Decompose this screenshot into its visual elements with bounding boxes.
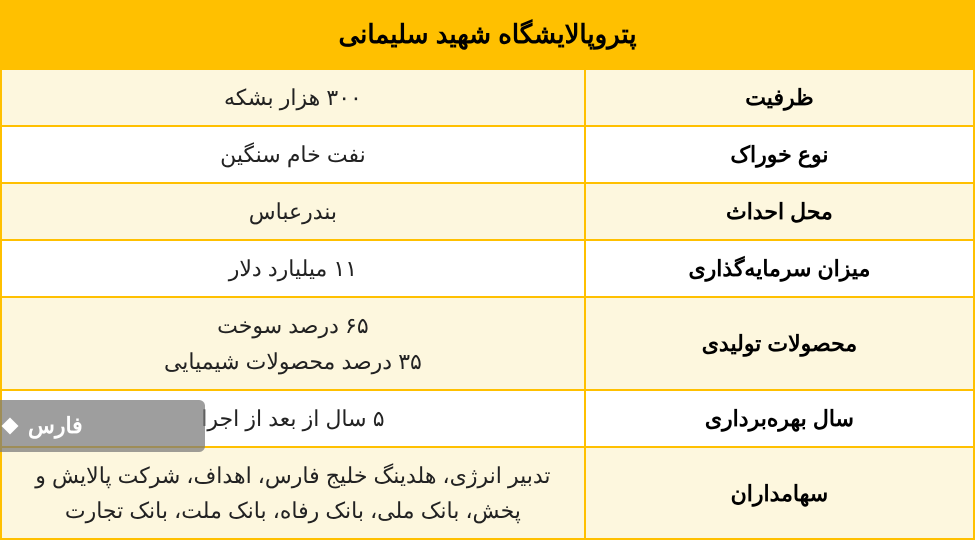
table-row: محصولات تولیدی۶۵ درصد سوخت۳۵ درصد محصولا… xyxy=(1,297,974,389)
table-body: ظرفیت۳۰۰ هزار بشکهنوع خوراکنفت خام سنگین… xyxy=(1,69,974,540)
watermark-text: فارس xyxy=(28,413,83,439)
row-label: سال بهره‌برداری xyxy=(585,390,974,447)
row-value: ۱۱ میلیارد دلار xyxy=(1,240,585,297)
info-table: پتروپالایشگاه شهید سلیمانی ظرفیت۳۰۰ هزار… xyxy=(0,0,975,540)
row-label: محل احداث xyxy=(585,183,974,240)
row-value: نفت خام سنگین xyxy=(1,126,585,183)
row-value: ۶۵ درصد سوخت۳۵ درصد محصولات شیمیایی xyxy=(1,297,585,389)
watermark: فارس xyxy=(0,400,205,452)
row-value: تدبیر انرژی، هلدینگ خلیج فارس، اهداف، شر… xyxy=(1,447,585,539)
table-row: محل احداثبندرعباس xyxy=(1,183,974,240)
diamond-icon xyxy=(0,416,20,436)
table-row: سهامدارانتدبیر انرژی، هلدینگ خلیج فارس، … xyxy=(1,447,974,539)
row-value: ۳۰۰ هزار بشکه xyxy=(1,69,585,126)
row-value: بندرعباس xyxy=(1,183,585,240)
row-label: ظرفیت xyxy=(585,69,974,126)
table-title: پتروپالایشگاه شهید سلیمانی xyxy=(1,1,974,69)
table-row: ظرفیت۳۰۰ هزار بشکه xyxy=(1,69,974,126)
table-row: میزان سرمایه‌گذاری۱۱ میلیارد دلار xyxy=(1,240,974,297)
row-label: سهامداران xyxy=(585,447,974,539)
table-row: نوع خوراکنفت خام سنگین xyxy=(1,126,974,183)
row-label: نوع خوراک xyxy=(585,126,974,183)
table-header-row: پتروپالایشگاه شهید سلیمانی xyxy=(1,1,974,69)
row-label: میزان سرمایه‌گذاری xyxy=(585,240,974,297)
row-label: محصولات تولیدی xyxy=(585,297,974,389)
